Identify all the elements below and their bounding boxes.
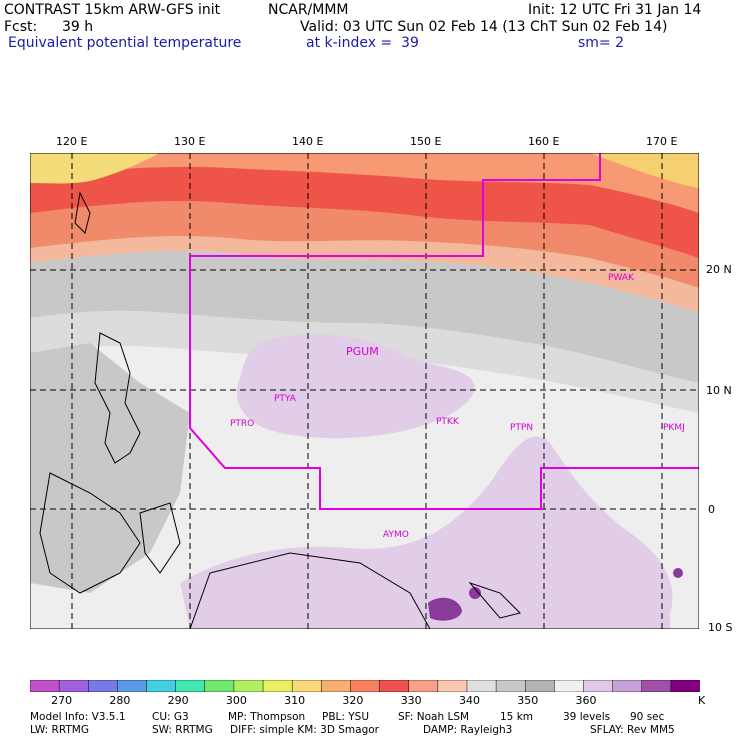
colorbar-unit: K [698,694,706,707]
colorbar-swatch [583,680,614,692]
colorbar-swatch [262,680,293,692]
colorbar-swatch [204,680,235,692]
colorbar-tick-label: 270 [51,694,73,707]
thetae-band-350 [30,251,699,383]
thetae-band-355 [30,310,699,413]
colorbar-swatch [466,680,497,692]
colorbar-swatch [233,680,264,692]
lat-label-10n: 10 N [706,384,732,397]
coastline-new-guinea [189,552,431,629]
station-aymo: AYMO [383,530,409,540]
colorbar-swatch [437,680,468,692]
forecast-label: Fcst: [4,19,38,35]
colorbar-swatch [30,680,60,692]
valid-time: Valid: 03 UTC Sun 02 Feb 14 (13 ChT Sun … [300,19,668,35]
lon-label-140: 140 E [292,135,324,148]
colorbar-swatch [524,680,556,692]
colorbar-tick-label: 340 [458,694,480,707]
thetae-band-320 [590,153,699,188]
colorbar-swatch [88,680,119,692]
model-info-item: 39 levels [563,711,611,723]
model-info-item: SFLAY: Rev MM5 [590,724,675,736]
colorbar-tick-label: 310 [284,694,306,707]
thetae-band-350-west [30,343,190,593]
model-info-item: LW: RRTMG [30,724,89,736]
colorbar-tick-label: 290 [167,694,189,707]
thetae-spot-375-east [673,568,683,578]
coastline-solomons [468,581,521,619]
station-ptya: PTYA [274,394,296,404]
lon-label-170: 170 E [646,135,678,148]
colorbar-swatch [554,680,585,692]
org-label: NCAR/MMM [268,2,349,18]
thetae-band-365-north [236,334,475,439]
colorbar-swatch [291,680,323,692]
coastline-philippines [94,332,141,464]
colorbar-tick-label: 320 [342,694,364,707]
lon-label-120: 120 E [56,135,88,148]
model-info-item: 90 sec [630,711,665,723]
station-pwak: PWAK [608,273,634,283]
colorbar-swatch [408,680,439,692]
init-time: Init: 12 UTC Fri 31 Jan 14 [528,2,702,18]
model-info-item: DAMP: Rayleigh3 [423,724,513,736]
station-ptkk: PTKK [436,417,459,427]
colorbar-swatch [175,680,206,692]
station-ptpn: PTPN [510,423,534,433]
model-info-item: CU: G3 [152,711,189,723]
colorbar-swatch [670,680,700,692]
model-title: CONTRAST 15km ARW-GFS init [4,2,221,18]
lon-label-160: 160 E [528,135,560,148]
coastline-sulawesi [139,502,181,574]
lon-label-130: 130 E [174,135,206,148]
colorbar-swatch [379,680,410,692]
coastline-taiwan [74,191,91,234]
colorbar-swatch [117,680,148,692]
thetae-spot-375 [469,587,481,599]
colorbar-swatch [321,680,352,692]
thetae-band-365-south [180,436,673,629]
forecast-hour: 39 h [62,19,94,35]
lat-label-10s: 10 S [708,621,733,634]
colorbar-tick-label: 300 [225,694,247,707]
colorbar [30,680,700,692]
thetae-band-315 [30,153,160,184]
model-info-item: PBL: YSU [322,711,370,723]
level-label: at k-index = 39 [306,35,419,51]
model-info-item: Model Info: V3.5.1 [30,711,126,723]
colorbar-swatch [612,680,643,692]
model-info-item: DIFF: simple KM: 3D Smagor [230,724,379,736]
station-ptro: PTRO [230,419,255,429]
region-boundary [189,153,699,510]
colorbar-swatch [495,680,526,692]
colorbar-swatch [641,680,672,692]
colorbar-tick-label: 330 [400,694,422,707]
colorbar-tick-label: 350 [517,694,539,707]
station-pgum: PGUM [346,345,379,358]
smoothing-label: sm= 2 [578,35,625,51]
colorbar-swatch [58,680,90,692]
colorbar-swatch [350,680,381,692]
field-name: Equivalent potential temperature [8,35,242,51]
model-info-item: MP: Thompson [228,711,306,723]
model-info-item: SW: RRTMG [152,724,213,736]
station-pkmj: PKMJ [663,423,685,433]
coastline-borneo [39,472,141,594]
thetae-band-325 [30,153,699,213]
thetae-band-375 [428,597,462,621]
model-info-item: SF: Noah LSM [398,711,470,723]
lon-label-150: 150 E [410,135,442,148]
lat-label-20n: 20 N [706,263,732,276]
map-panel [30,153,699,629]
lat-label-0: 0 [708,503,715,516]
colorbar-tick-label: 360 [575,694,597,707]
model-info-item: 15 km [500,711,534,723]
colorbar-swatch [146,680,177,692]
colorbar-tick-label: 280 [109,694,131,707]
